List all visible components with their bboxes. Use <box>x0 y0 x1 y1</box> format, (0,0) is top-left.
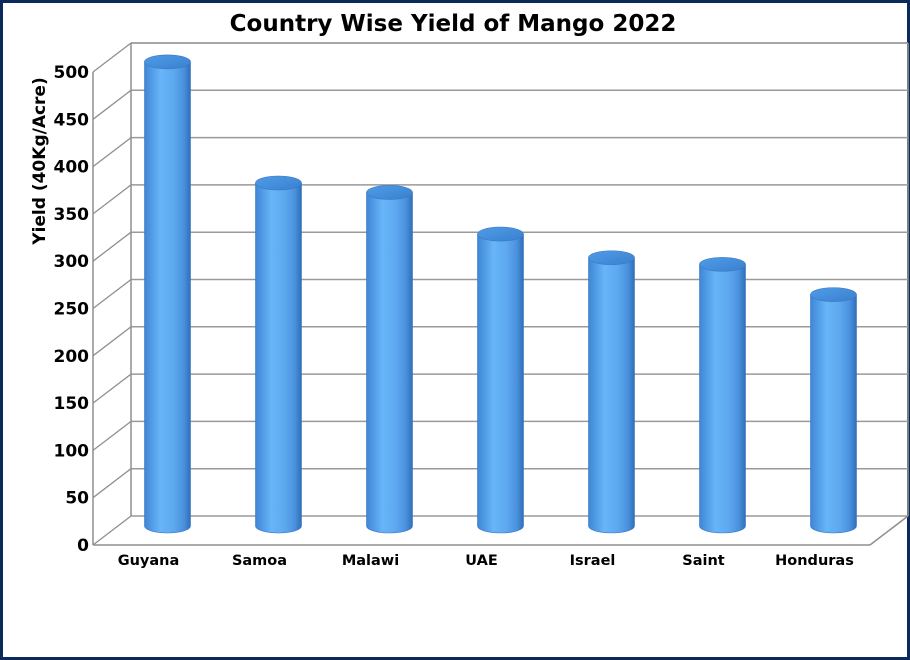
side-wall-line <box>92 326 132 357</box>
x-tick-label: Israel <box>570 553 616 569</box>
bar-top <box>477 226 524 242</box>
x-tick-label: Malawi <box>342 553 399 569</box>
side-wall-line <box>92 420 132 451</box>
y-tick-label: 50 <box>65 489 89 509</box>
bar <box>366 185 413 534</box>
bar-layer <box>144 54 857 534</box>
bar-top <box>144 54 191 70</box>
y-tick-label: 450 <box>54 110 90 130</box>
bar-top <box>699 257 746 272</box>
bar-body <box>255 182 302 534</box>
bar <box>477 226 524 534</box>
bar-body <box>588 257 635 534</box>
bar-body <box>477 233 524 534</box>
y-tick-label: 300 <box>54 252 90 272</box>
bar-body <box>699 264 746 534</box>
x-tick-label: Samoa <box>232 553 287 569</box>
side-wall-line <box>92 468 132 499</box>
side-wall-line <box>92 278 132 310</box>
side-wall-line <box>92 42 132 73</box>
side-wall-line <box>92 373 132 404</box>
side-wall-line <box>92 137 132 168</box>
side-wall-line <box>92 184 132 215</box>
bar <box>255 175 302 534</box>
bar-top <box>366 185 413 200</box>
bar-body <box>144 61 191 534</box>
bar <box>144 54 191 534</box>
y-tick-label: 100 <box>54 441 90 461</box>
bar-top <box>810 287 857 302</box>
bar <box>699 257 746 534</box>
x-tick-label: UAE <box>465 553 497 569</box>
side-wall-line <box>92 89 132 120</box>
label-layer: 0 50 100 150 200 250 300 350 400 450 500 Guyana Samo… <box>54 63 854 569</box>
bar-body <box>366 192 413 534</box>
bar-top <box>255 175 302 191</box>
y-tick-label: 150 <box>54 394 90 414</box>
side-wall-line <box>92 231 132 262</box>
x-tick-label: Guyana <box>118 553 180 569</box>
bar <box>810 287 857 534</box>
bar-top <box>588 250 635 266</box>
x-tick-label: Saint <box>682 553 725 569</box>
floor-right-edge <box>869 515 909 546</box>
axis-layer <box>92 43 909 546</box>
bar <box>588 250 635 534</box>
y-tick-label: 350 <box>54 205 90 225</box>
bar-body <box>810 294 857 534</box>
y-tick-label: 250 <box>54 300 90 320</box>
y-tick-label: 200 <box>54 347 90 367</box>
y-tick-label: 500 <box>54 63 90 83</box>
x-tick-label: Honduras <box>775 553 854 569</box>
side-wall-line <box>92 515 132 546</box>
y-tick-label: 400 <box>54 158 90 178</box>
y-tick-label: 0 <box>77 536 89 556</box>
chart-title: Country Wise Yield of Mango 2022 <box>229 11 677 37</box>
